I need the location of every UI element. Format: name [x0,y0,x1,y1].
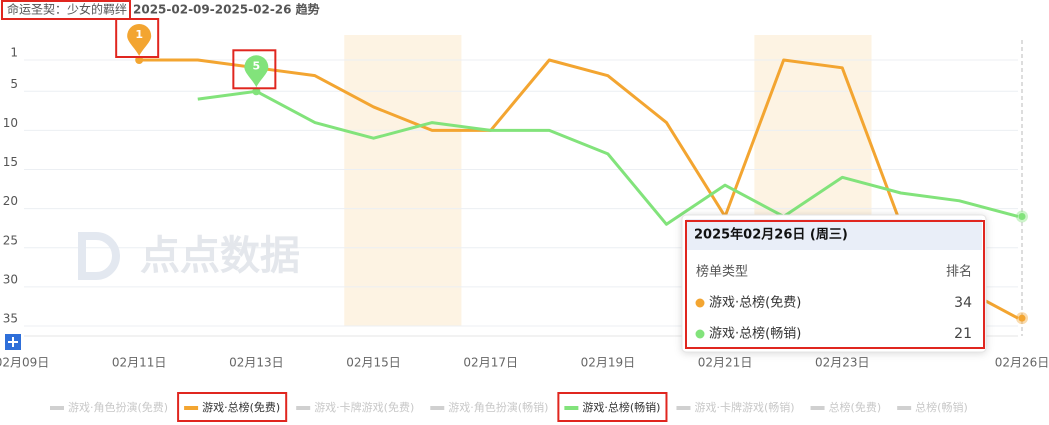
tooltip-col2: 排名 [946,264,972,280]
chart-title: 2025-02-09-2025-02-26 趋势 [133,2,320,17]
x-tick-label: 02月09日 [0,356,49,370]
x-tick-label: 02月23日 [815,356,870,370]
highlight-box [115,18,160,58]
watermark-text: 点点数据 [140,233,300,279]
pin [244,55,269,88]
game-name: 命运圣契：少女的羁绊 [7,2,127,17]
pin-dot [252,87,261,96]
highlight-box [177,392,288,422]
zoom-button[interactable] [5,334,21,350]
x-tick-label: 02月15日 [346,356,401,370]
legend-label[interactable]: 总榜(免费) [829,400,882,414]
pin [127,24,152,56]
watermark-logo [78,232,120,280]
tooltip-value: 21 [954,326,972,342]
zoom-button-icon[interactable] [8,337,18,347]
x-tick-label: 02月21日 [698,356,753,370]
end-dot [1018,314,1026,322]
legend-item[interactable]: 总榜(免费) [810,400,882,414]
legend-item[interactable]: 总榜(畅销) [897,400,968,414]
legend-label[interactable]: 游戏·卡牌游戏(免费) [314,400,414,414]
tooltip-dot [695,298,705,308]
tooltip-series: 游戏·总榜(畅销) [709,326,801,342]
legend-item[interactable]: 游戏·角色扮演(畅销) [430,400,548,414]
x-tick-label: 02月17日 [463,356,518,370]
series-line [139,58,1019,320]
x-tick-label: 02月13日 [229,356,284,370]
tooltip-col1: 榜单类型 [696,264,748,280]
legend-label[interactable]: 游戏·卡牌游戏(畅销) [694,400,794,414]
legend-item[interactable]: 游戏·卡牌游戏(畅销) [676,400,795,414]
end-dot [1018,212,1026,220]
legend: 游戏·角色扮演(免费) 游戏·总榜(免费) 游戏·卡牌游戏(免费) 游戏·角色扮演(畅… [50,392,968,422]
highlight-box [1,0,131,20]
y-tick-label: 1 [10,46,18,60]
x-tick-label: 02月26日 [995,356,1049,370]
tooltip-value: 34 [954,295,972,311]
y-tick-label: 30 [3,272,18,286]
legend-item[interactable]: 游戏·总榜(畅销) [564,400,660,414]
tooltip-series: 游戏·总榜(免费) [709,295,801,311]
legend-item[interactable]: 游戏·总榜(免费) [184,400,280,414]
legend-label[interactable]: 游戏·角色扮演(畅销) [448,400,548,414]
legend-label[interactable]: 总榜(畅销) [915,400,968,414]
highlight-box [232,49,277,90]
highlight-box [557,392,668,422]
tooltip-header-bg [686,219,982,250]
tooltip-dot [695,329,705,339]
series-line [197,89,1019,226]
plot: 15 [115,18,1028,325]
legend-item[interactable]: 游戏·卡牌游戏(免费) [296,400,414,414]
x-tick-label: 02月11日 [112,356,167,370]
highlight-box [685,220,985,349]
legend-label[interactable]: 游戏·总榜(畅销) [582,400,660,414]
legend-label[interactable]: 游戏·角色扮演(免费) [68,400,168,414]
tooltip-title: 2025年02月26日 (周三) [694,227,848,243]
y-tick-label: 20 [3,194,18,208]
legend-item[interactable]: 游戏·角色扮演(免费) [50,400,168,414]
y-tick-label: 10 [3,116,18,130]
y-tick-label: 35 [3,312,18,326]
y-tick-label: 25 [3,233,18,247]
weekend-band [344,35,462,326]
x-tick-label: 02月19日 [581,356,636,370]
watermark: 点点数据 [78,232,300,280]
y-tick-label: 5 [10,77,18,91]
legend-label[interactable]: 游戏·总榜(免费) [202,400,280,414]
pin-label: 1 [135,28,143,41]
y-tick-label: 15 [3,155,18,169]
pin-label: 5 [253,59,261,72]
